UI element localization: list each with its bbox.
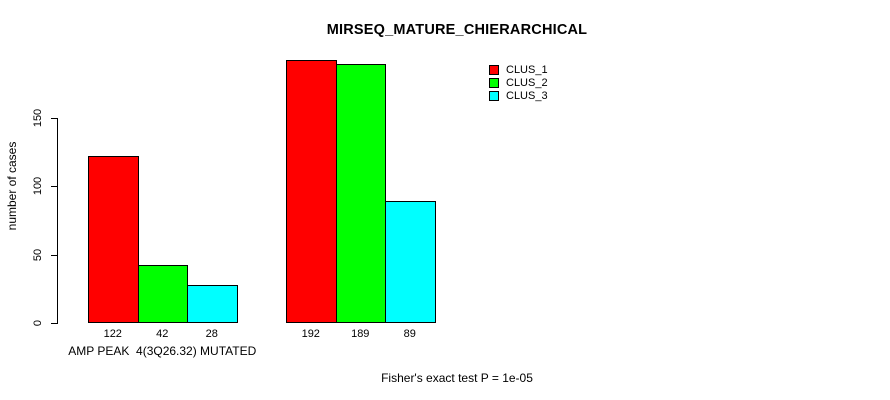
legend-label: CLUS_2 xyxy=(506,76,548,89)
legend-item: CLUS_1 xyxy=(489,63,548,76)
bar-value-label: 42 xyxy=(156,328,169,340)
y-tick-mark xyxy=(51,254,57,256)
y-axis-title: number of cases xyxy=(5,141,19,231)
y-tick-label: 100 xyxy=(32,176,44,196)
x-category-label: AMP PEAK 4(3Q26.32) MUTATED xyxy=(68,344,257,358)
y-tick-label: 0 xyxy=(32,319,44,327)
bar-clus_2-group2 xyxy=(335,64,386,323)
y-tick-label: 150 xyxy=(32,108,44,127)
bar-clus_1-group1 xyxy=(88,155,139,323)
legend-item: CLUS_2 xyxy=(489,76,548,89)
bar-value-label: 89 xyxy=(403,328,416,340)
legend-swatch-clus_1 xyxy=(489,64,499,75)
bar-value-label: 189 xyxy=(351,328,370,340)
legend-swatch-clus_3 xyxy=(489,91,499,102)
bar-value-label: 192 xyxy=(301,328,320,340)
legend-swatch-clus_2 xyxy=(489,77,499,88)
legend-label: CLUS_3 xyxy=(506,90,548,103)
bar-value-label: 28 xyxy=(205,328,218,340)
bar-value-label: 122 xyxy=(103,328,122,340)
bar-clus_1-group2 xyxy=(286,59,337,323)
bar-clus_2-group1 xyxy=(137,265,188,323)
y-tick-mark xyxy=(51,186,57,187)
y-axis-line xyxy=(57,117,58,324)
legend-label: CLUS_1 xyxy=(506,63,548,76)
y-tick-mark xyxy=(51,117,57,119)
legend-item: CLUS_3 xyxy=(489,90,548,103)
bar-clus_3-group2 xyxy=(385,201,436,323)
y-tick-label: 50 xyxy=(32,248,44,261)
fisher-test-annotation: Fisher's exact test P = 1e-05 xyxy=(381,371,533,385)
legend: CLUS_1 CLUS_2 CLUS_3 xyxy=(489,63,548,103)
chart-title: MIRSEQ_MATURE_CHIERARCHICAL xyxy=(326,22,588,38)
bar-clus_3-group1 xyxy=(187,284,238,323)
y-tick-mark xyxy=(51,323,57,324)
